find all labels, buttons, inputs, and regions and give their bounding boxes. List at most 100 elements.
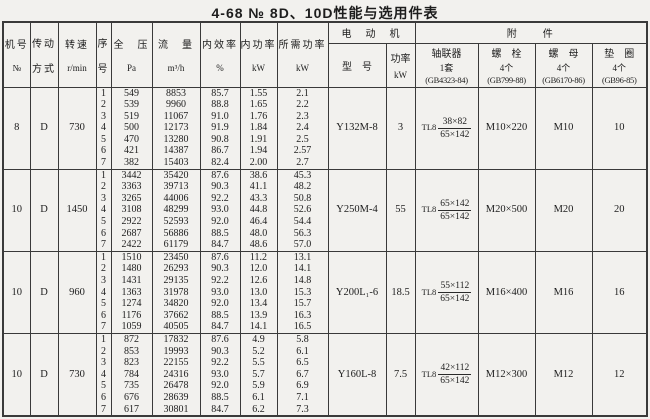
pressure-cell: 539 <box>110 99 153 111</box>
machine-no-cell: 10 <box>2 251 31 334</box>
seq-cell: 4 <box>95 286 112 299</box>
required-power-cell: 57.0 <box>276 239 329 252</box>
internal-power-cell: 38.6 <box>239 169 278 182</box>
efficiency-cell: 91.9 <box>199 122 241 134</box>
data-row: 10 D 730 1 872 17832 87.6 4.9 5.8 Y160L-8 7.5 TL8 42… <box>2 333 648 417</box>
coupling-size-fraction: 55×112 65×142 <box>438 280 472 305</box>
pressure-cell: 470 <box>110 133 153 146</box>
internal-power-cell: 43.3 <box>239 192 278 205</box>
efficiency-cell: 90.8 <box>199 133 241 146</box>
col-header-internal-power: 内功率 kW <box>239 21 278 88</box>
performance-table: 机号 № 传动 方式 转速 r/min 序 号 <box>2 21 648 418</box>
seq-cell: 2 <box>95 181 112 193</box>
seq-cell: 7 <box>95 239 112 252</box>
machine-no-cell: 10 <box>2 333 31 417</box>
internal-power-cell: 48.0 <box>239 227 278 240</box>
seq-cell: 1 <box>95 333 112 346</box>
internal-power-cell: 1.91 <box>239 133 278 146</box>
seq-cell: 1 <box>95 87 112 100</box>
flow-cell: 61179 <box>151 239 201 252</box>
flow-cell: 13280 <box>151 133 201 146</box>
efficiency-cell: 88.8 <box>199 99 241 111</box>
required-power-cell: 45.3 <box>276 169 329 182</box>
data-row: 5 470 13280 90.8 1.91 2.5 <box>3 133 647 146</box>
internal-power-cell: 13.4 <box>239 298 278 310</box>
efficiency-cell: 93.0 <box>199 286 241 299</box>
flow-cell: 8853 <box>151 87 201 100</box>
seq-cell: 2 <box>95 263 112 275</box>
flow-cell: 17832 <box>151 333 201 346</box>
required-power-cell: 15.3 <box>276 286 329 299</box>
coupling-spec: TL8 55×112 65×142 <box>416 280 477 305</box>
efficiency-cell: 88.5 <box>199 227 241 240</box>
seq-cell: 7 <box>95 157 112 170</box>
required-power-cell: 54.4 <box>276 216 329 228</box>
data-row: 2 3363 39713 90.3 41.1 48.2 <box>3 181 647 193</box>
internal-power-cell: 5.2 <box>239 345 278 358</box>
coupling-size-fraction: 65×142 65×142 <box>438 198 472 223</box>
internal-power-cell: 14.1 <box>239 321 278 334</box>
flow-cell: 26293 <box>151 263 201 275</box>
data-row: 4 3108 48299 93.0 44.8 52.6 <box>3 204 647 217</box>
seq-cell: 2 <box>95 345 112 358</box>
seq-cell: 3 <box>95 275 112 287</box>
speed-cell: 1450 <box>57 169 97 252</box>
nut-cell: M20 <box>534 169 593 252</box>
pressure-cell: 617 <box>110 403 153 417</box>
col-header-efficiency: 内效率 % <box>199 21 241 88</box>
data-row: 3 823 22155 92.2 5.5 6.5 <box>3 357 647 369</box>
efficiency-cell: 90.3 <box>199 263 241 275</box>
required-power-cell: 7.1 <box>276 391 329 404</box>
pressure-cell: 872 <box>110 333 153 346</box>
efficiency-cell: 92.0 <box>199 216 241 228</box>
col-header-coupling: 轴联器 1套 (GB4323-84) <box>414 42 479 88</box>
seq-cell: 4 <box>95 122 112 134</box>
pressure-cell: 676 <box>110 391 153 404</box>
seq-cell: 7 <box>95 403 112 417</box>
table-header: 机号 № 传动 方式 转速 r/min 序 号 <box>2 21 648 88</box>
data-row: 3 1431 29135 92.2 12.6 14.8 <box>3 275 647 287</box>
internal-power-cell: 48.6 <box>239 239 278 252</box>
flow-cell: 19993 <box>151 345 201 358</box>
required-power-cell: 2.5 <box>276 133 329 146</box>
flow-cell: 37662 <box>151 309 201 322</box>
pressure-cell: 421 <box>110 145 153 158</box>
data-row: 4 784 24316 93.0 5.7 6.7 <box>3 368 647 381</box>
efficiency-cell: 92.2 <box>199 192 241 205</box>
motor-power-cell: 18.5 <box>385 251 416 334</box>
coupling-type-label: TL8 <box>421 204 437 215</box>
pressure-cell: 2922 <box>110 216 153 228</box>
coupling-cell: TL8 55×112 65×142 <box>414 251 479 334</box>
internal-power-cell: 1.84 <box>239 122 278 134</box>
col-header-required-power: 所需功率 kW <box>276 21 329 88</box>
data-row: 7 382 15403 82.4 2.00 2.7 <box>3 157 647 170</box>
required-power-cell: 13.1 <box>276 251 329 264</box>
drive-cell: D <box>29 333 59 417</box>
efficiency-cell: 87.6 <box>199 169 241 182</box>
motor-model-cell: Y200L₁-6 <box>327 251 387 334</box>
washer-cell: 16 <box>591 251 648 334</box>
internal-power-cell: 13.0 <box>239 286 278 299</box>
seq-cell: 6 <box>95 309 112 322</box>
efficiency-cell: 92.2 <box>199 357 241 369</box>
seq-cell: 3 <box>95 110 112 123</box>
required-power-cell: 2.2 <box>276 99 329 111</box>
internal-power-cell: 12.0 <box>239 263 278 275</box>
flow-cell: 14387 <box>151 145 201 158</box>
page-title: 4-68 № 8D、10D性能与选用件表 <box>211 5 439 21</box>
coupling-spec: TL8 38×82 65×142 <box>416 116 477 141</box>
washer-cell: 12 <box>591 333 648 417</box>
seq-cell: 6 <box>95 227 112 240</box>
speed-cell: 730 <box>57 87 97 170</box>
internal-power-cell: 5.5 <box>239 357 278 369</box>
internal-power-cell: 13.9 <box>239 309 278 322</box>
coupling-cell: TL8 38×82 65×142 <box>414 87 479 170</box>
efficiency-cell: 93.0 <box>199 368 241 381</box>
pressure-cell: 3108 <box>110 204 153 217</box>
data-row: 4 500 12173 91.9 1.84 2.4 <box>3 122 647 134</box>
flow-cell: 15403 <box>151 157 201 170</box>
data-row: 2 853 19993 90.3 5.2 6.1 <box>3 345 647 358</box>
data-row: 8 D 730 1 549 8853 85.7 1.55 2.1 Y132M-8 3 TL8 38×82… <box>2 87 648 170</box>
efficiency-cell: 85.7 <box>199 87 241 100</box>
internal-power-cell: 6.2 <box>239 403 278 417</box>
